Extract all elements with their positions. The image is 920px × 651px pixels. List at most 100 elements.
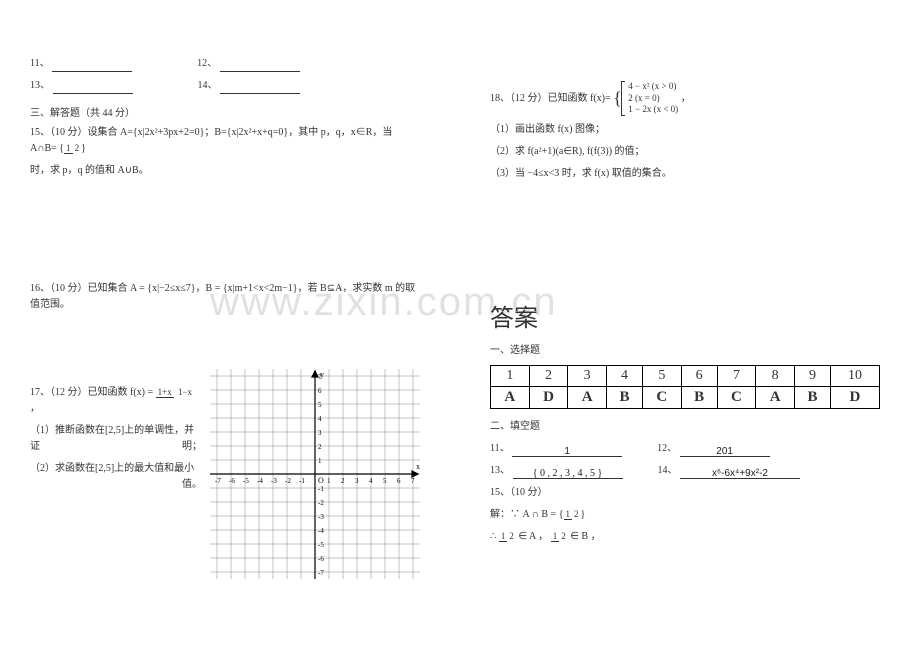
svg-text:-5: -5 <box>318 541 324 549</box>
q14-label: 14、 <box>198 80 218 91</box>
svg-text:5: 5 <box>383 477 387 485</box>
a12-value: 201 <box>680 444 770 457</box>
choice-ans-cell: C <box>717 387 756 409</box>
svg-text:7: 7 <box>318 373 322 381</box>
a11-value: 1 <box>512 444 622 457</box>
svg-text:-4: -4 <box>257 477 263 485</box>
svg-text:1: 1 <box>327 477 331 485</box>
a12-label: 12、 <box>657 443 677 454</box>
choice-num-cell: 5 <box>642 366 681 387</box>
svg-text:-7: -7 <box>215 477 221 485</box>
q11-blank <box>52 59 132 72</box>
a15-label: 15、（10 分） <box>490 485 880 501</box>
q15-set: {12} <box>59 143 86 154</box>
a14-label: 14、 <box>658 465 678 476</box>
answers-title: 答案 <box>490 298 880 333</box>
q17-frac-denom: 1−x <box>176 387 194 397</box>
choice-num-cell: 3 <box>568 366 607 387</box>
choice-ans-cell: D <box>529 387 568 409</box>
left-page: 11、 12、 13、 14、 三、解答题（共 44 分） 15、（10 分）设… <box>0 50 450 579</box>
q18-head-text: 18、（12 分）已知函数 f(x)= <box>490 93 611 104</box>
choice-num-cell: 10 <box>830 366 879 387</box>
q17-sub2-tail: 值。 <box>182 477 202 493</box>
q14-blank <box>220 81 300 94</box>
choice-num-cell: 4 <box>607 366 643 387</box>
a11-label: 11、 <box>490 443 510 454</box>
svg-text:6: 6 <box>318 387 322 395</box>
sol-line-1: 解：∵ A ∩ B = {12} <box>490 507 880 523</box>
q18-case-c: 1 − 2x (x < 0) <box>628 104 678 116</box>
q17-frac-numer: 1+x <box>156 387 174 398</box>
fill-blank-row-2: 13、 14、 <box>30 78 420 94</box>
q17-comma: ， <box>30 403 40 414</box>
ans-row-11-12: 11、 1 12、 201 <box>490 441 880 457</box>
choice-ans-cell: A <box>568 387 607 409</box>
right-page: 18、（12 分）已知函数 f(x)= { 4 − x² (x > 0) 2 (… <box>460 75 910 551</box>
q11-label: 11、 <box>30 58 50 69</box>
choice-ans-cell: A <box>756 387 795 409</box>
ans-row-13-14: 13、 { 0 , 2 , 3 , 4 , 5 } 14、 x⁶-6x⁴+9x²… <box>490 463 880 479</box>
section-2-title: 二、填空题 <box>490 419 880 435</box>
q17-sub1: （1）推断函数在[2,5]上的单调性，并证 明； <box>30 423 202 455</box>
svg-text:3: 3 <box>318 429 322 437</box>
sol1-text: 解：∵ A ∩ B = <box>490 509 559 520</box>
q18-sub3: （3）当 −4≤x<3 时，求 f(x) 取值的集合。 <box>490 166 880 182</box>
svg-text:2: 2 <box>341 477 345 485</box>
svg-text:5: 5 <box>318 401 322 409</box>
q17-fraction: 1+x 1−x <box>156 388 194 397</box>
q17-block: x y O -7-6-5-4-3-2-11234567-7-6-5-4-3-2-… <box>30 379 420 579</box>
q13-blank <box>53 81 133 94</box>
a13-label: 13、 <box>490 465 510 476</box>
svg-text:4: 4 <box>369 477 373 485</box>
choice-ans-cell: D <box>830 387 879 409</box>
svg-text:-3: -3 <box>318 513 324 521</box>
choice-num-cell: 9 <box>794 366 830 387</box>
sol-line-2: ∴ 12 ∈ A ， 12 ∈ B ， <box>490 529 880 545</box>
choice-ans-cell: C <box>642 387 681 409</box>
sol2-frac1: 12 <box>499 532 516 541</box>
section-1-title: 一、选择题 <box>490 343 880 359</box>
choice-answer-table: 12345678910 ADABCBCABD <box>490 365 880 409</box>
q17-sub1-tail: 明； <box>182 439 202 455</box>
q12-label: 12、 <box>197 58 217 69</box>
choice-ans-cell: B <box>794 387 830 409</box>
choice-num-cell: 6 <box>681 366 717 387</box>
sol2-frac2: 12 <box>551 532 568 541</box>
coordinate-grid: x y O -7-6-5-4-3-2-11234567-7-6-5-4-3-2-… <box>210 369 420 579</box>
svg-text:-1: -1 <box>318 485 324 493</box>
q13-label: 13、 <box>30 80 50 91</box>
q15-text: 15、（10 分）设集合 A={x|2x²+3px+2=0}；B={x|2x²+… <box>30 125 420 157</box>
section-3-title: 三、解答题（共 44 分） <box>30 104 420 119</box>
svg-text:-2: -2 <box>285 477 291 485</box>
choice-num-cell: 1 <box>491 366 530 387</box>
sol1-set: {12} <box>559 509 586 520</box>
svg-text:-6: -6 <box>318 555 324 563</box>
q18-case-a: 4 − x² (x > 0) <box>628 81 678 93</box>
q18-tail: ， <box>681 93 691 104</box>
choice-ans-cell: A <box>491 387 530 409</box>
svg-text:6: 6 <box>397 477 401 485</box>
choice-num-cell: 2 <box>529 366 568 387</box>
q18-sub2: （2）求 f(a²+1)(a∈R), f(f(3)) 的值； <box>490 144 880 160</box>
svg-text:-7: -7 <box>318 569 324 577</box>
q17-sub2: （2）求函数在[2,5]上的最大值和最小 值。 <box>30 461 202 477</box>
q18-case-b: 2 (x = 0) <box>628 93 678 105</box>
svg-text:-1: -1 <box>299 477 305 485</box>
choice-ans-cell: B <box>607 387 643 409</box>
svg-text:-4: -4 <box>318 527 324 535</box>
q17-head-text: 17、（12 分）已知函数 f(x) = <box>30 387 156 398</box>
q18-sub1: （1）画出函数 f(x) 图像； <box>490 122 880 138</box>
svg-text:3: 3 <box>355 477 359 485</box>
sol2-c: ∈ B ， <box>570 531 600 542</box>
fill-blank-row-1: 11、 12、 <box>30 56 420 72</box>
svg-text:-3: -3 <box>271 477 277 485</box>
q17-head: 17、（12 分）已知函数 f(x) = 1+x 1−x ， <box>30 385 202 417</box>
choice-num-cell: 8 <box>756 366 795 387</box>
a13-value: { 0 , 2 , 3 , 4 , 5 } <box>513 466 623 479</box>
q18-head: 18、（12 分）已知函数 f(x)= { 4 − x² (x > 0) 2 (… <box>490 81 880 116</box>
q17-sub2-text: （2）求函数在[2,5]上的最大值和最小 <box>30 463 194 474</box>
q18-piecewise: 4 − x² (x > 0) 2 (x = 0) 1 − 2x (x < 0) <box>624 81 678 116</box>
svg-text:O: O <box>318 476 324 485</box>
svg-text:x: x <box>416 462 420 471</box>
svg-text:2: 2 <box>318 443 322 451</box>
